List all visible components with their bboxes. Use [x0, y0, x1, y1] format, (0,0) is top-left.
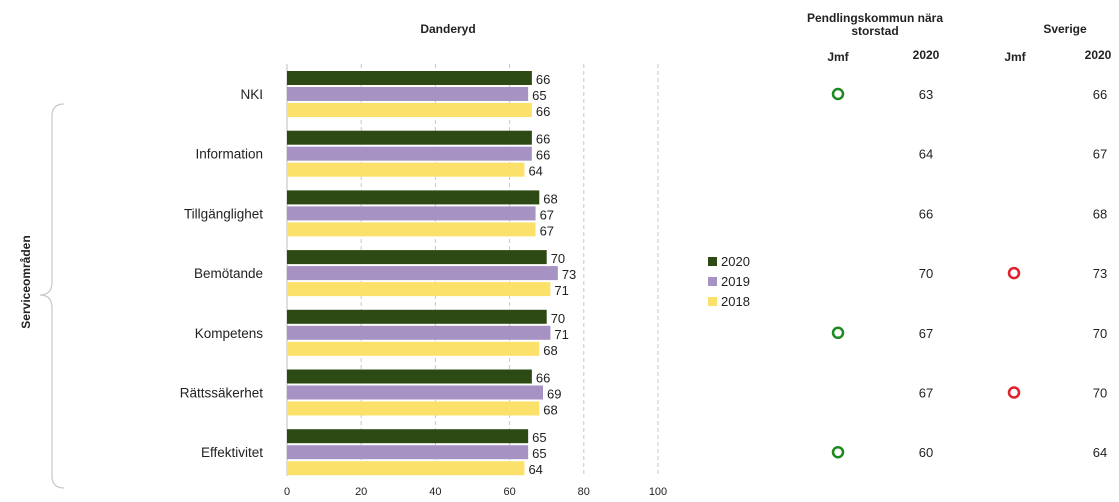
bar-2020-5 [287, 369, 532, 384]
category-label-1: Information [195, 147, 263, 162]
bar-2018-5 [287, 401, 540, 416]
pendling-2020-value-5: 67 [919, 386, 933, 401]
bar-2018-3 [287, 282, 551, 297]
bar-label-2020-0: 66 [536, 72, 550, 87]
bar-label-2018-4: 68 [543, 343, 557, 358]
legend: 2020 2019 2018 [708, 251, 750, 311]
sverige-2020-value-1: 67 [1093, 147, 1107, 162]
sverige-jmf-header: Jmf [1004, 50, 1026, 64]
category-label-4: Kompetens [195, 326, 264, 341]
sverige-2020-value-2: 68 [1093, 206, 1107, 221]
pendling-2020-value-0: 63 [919, 87, 933, 102]
pendling-jmf-indicator-0 [831, 87, 845, 101]
bar-label-2020-6: 65 [532, 430, 546, 445]
sverige-2020-value-5: 70 [1093, 386, 1107, 401]
x-tick-40: 40 [429, 486, 441, 498]
pendling-jmf-indicator-6 [831, 445, 845, 459]
bar-label-2018-2: 67 [540, 223, 554, 238]
bar-2020-1 [287, 130, 532, 145]
bar-label-2019-5: 69 [547, 387, 561, 402]
legend-item-2018: 2018 [708, 291, 750, 311]
bar-label-2019-2: 67 [540, 207, 554, 222]
bar-label-2018-6: 64 [528, 462, 542, 477]
legend-label-2018: 2018 [721, 293, 750, 309]
x-tick-100: 100 [649, 486, 667, 498]
bar-label-2019-4: 71 [554, 327, 568, 342]
pendling-jmf-indicator-4 [831, 326, 845, 340]
bar-2019-6 [287, 445, 529, 460]
bar-2019-4 [287, 325, 551, 340]
x-tick-80: 80 [578, 486, 590, 498]
bar-2019-2 [287, 206, 536, 221]
x-tick-60: 60 [503, 486, 515, 498]
sverige-2020-value-3: 73 [1093, 266, 1107, 281]
bar-label-2019-0: 65 [532, 88, 546, 103]
bar-label-2020-1: 66 [536, 132, 550, 147]
category-bracket [39, 103, 65, 489]
legend-item-2020: 2020 [708, 251, 750, 271]
pendling-2020-value-2: 66 [919, 206, 933, 221]
legend-swatch-2020 [708, 256, 717, 266]
bar-2018-0 [287, 103, 532, 117]
bar-2019-3 [287, 266, 558, 281]
legend-label-2019: 2019 [721, 273, 750, 289]
bar-label-2019-1: 66 [536, 148, 550, 163]
legend-label-2020: 2020 [721, 253, 750, 269]
category-label-0: NKI [240, 87, 263, 102]
bar-2020-4 [287, 309, 547, 324]
bar-label-2018-0: 66 [536, 104, 550, 119]
bar-2018-4 [287, 341, 540, 356]
bar-2019-1 [287, 146, 532, 161]
category-label-3: Bemötande [194, 266, 263, 281]
pendling-2020-value-4: 67 [919, 326, 933, 341]
bar-2019-0 [287, 87, 529, 101]
bar-2020-0 [287, 71, 532, 85]
legend-swatch-2018 [708, 296, 717, 306]
sverige-jmf-indicator-3 [1007, 266, 1021, 280]
bar-label-2018-5: 68 [543, 403, 557, 418]
sverige-2020-value-0: 66 [1093, 87, 1107, 102]
sverige-year-header: 2020 [1084, 48, 1112, 62]
bar-2018-2 [287, 222, 536, 237]
chart-title: Danderyd [420, 22, 476, 36]
pendling-2020-value-3: 70 [919, 266, 933, 281]
bar-2020-6 [287, 429, 529, 444]
bar-label-2020-4: 70 [551, 311, 565, 326]
bar-label-2020-5: 66 [536, 371, 550, 386]
pendling-year-header: 2020 [912, 48, 940, 62]
sverige-2020-value-4: 70 [1093, 326, 1107, 341]
bar-label-2018-1: 64 [528, 164, 542, 179]
bar-label-2019-3: 73 [562, 267, 576, 282]
pendling-header: Pendlingskommun nära storstad [806, 11, 944, 38]
category-label-2: Tillgänglighet [184, 206, 263, 221]
x-tick-0: 0 [284, 486, 290, 498]
legend-swatch-2019 [708, 276, 717, 286]
sverige-jmf-indicator-5 [1007, 386, 1021, 399]
pendling-2020-value-6: 60 [919, 445, 933, 460]
x-tick-20: 20 [355, 486, 367, 498]
bar-2018-6 [287, 461, 525, 476]
category-label-6: Effektivitet [201, 445, 263, 460]
sverige-header: Sverige [1043, 22, 1087, 36]
bar-label-2020-2: 68 [543, 191, 557, 206]
bar-2020-3 [287, 250, 547, 265]
bar-label-2019-6: 65 [532, 446, 546, 461]
legend-item-2019: 2019 [708, 271, 750, 291]
bar-2020-2 [287, 190, 540, 205]
bar-2019-5 [287, 385, 543, 400]
bar-2018-1 [287, 162, 525, 177]
sverige-2020-value-6: 64 [1093, 445, 1107, 460]
bar-label-2018-3: 71 [554, 283, 568, 298]
pendling-jmf-header: Jmf [827, 50, 849, 64]
bar-label-2020-3: 70 [551, 251, 565, 266]
pendling-2020-value-1: 64 [919, 147, 933, 162]
category-label-5: Rättssäkerhet [180, 386, 264, 401]
